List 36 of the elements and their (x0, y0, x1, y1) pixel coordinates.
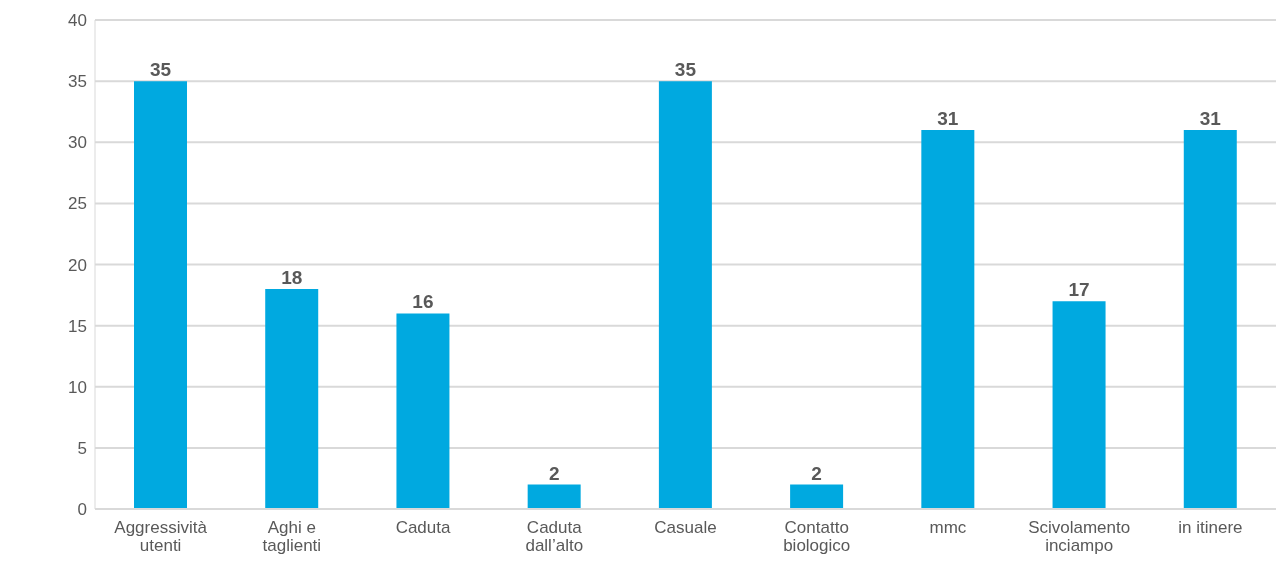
data-label: 18 (281, 266, 303, 288)
data-label: 17 (1068, 279, 1090, 301)
bar (134, 81, 187, 509)
y-tick-label: 20 (68, 255, 87, 275)
data-label: 31 (937, 108, 959, 130)
bar (396, 313, 450, 509)
y-tick-label: 35 (68, 72, 87, 92)
data-label: 35 (149, 59, 172, 81)
y-tick-label: 30 (68, 133, 87, 153)
x-tick-label: Contatto biologico (783, 518, 851, 556)
bar (658, 81, 712, 509)
x-tick-label: mmc (929, 518, 967, 538)
bar (921, 130, 975, 509)
x-tick-label: in itinere (1178, 518, 1243, 538)
y-tick-label: 40 (68, 11, 87, 31)
x-tick-label: Caduta dall’alto (525, 518, 584, 556)
data-label: 31 (1199, 108, 1222, 130)
bar (1052, 301, 1106, 509)
y-tick-label: 10 (68, 377, 87, 397)
bar (1183, 130, 1237, 509)
data-label: 16 (412, 291, 434, 313)
x-tick-label: Aghi e taglienti (262, 518, 322, 556)
x-tick-label: Caduta (395, 518, 452, 538)
y-tick-label: 15 (68, 316, 87, 336)
x-tick-label: Aggressività utenti (114, 518, 208, 556)
x-tick-label: Scivolamento inciampo (1028, 518, 1131, 556)
bar (527, 484, 581, 509)
bar (265, 288, 319, 509)
bar (790, 484, 844, 509)
y-tick-label: 0 (77, 500, 87, 520)
data-label: 2 (548, 462, 560, 484)
y-tick-label: 5 (77, 438, 87, 458)
y-tick-label: 25 (68, 194, 87, 214)
data-label: 35 (674, 59, 697, 81)
x-tick-label: Casuale (654, 518, 717, 538)
data-label: 2 (811, 462, 822, 484)
